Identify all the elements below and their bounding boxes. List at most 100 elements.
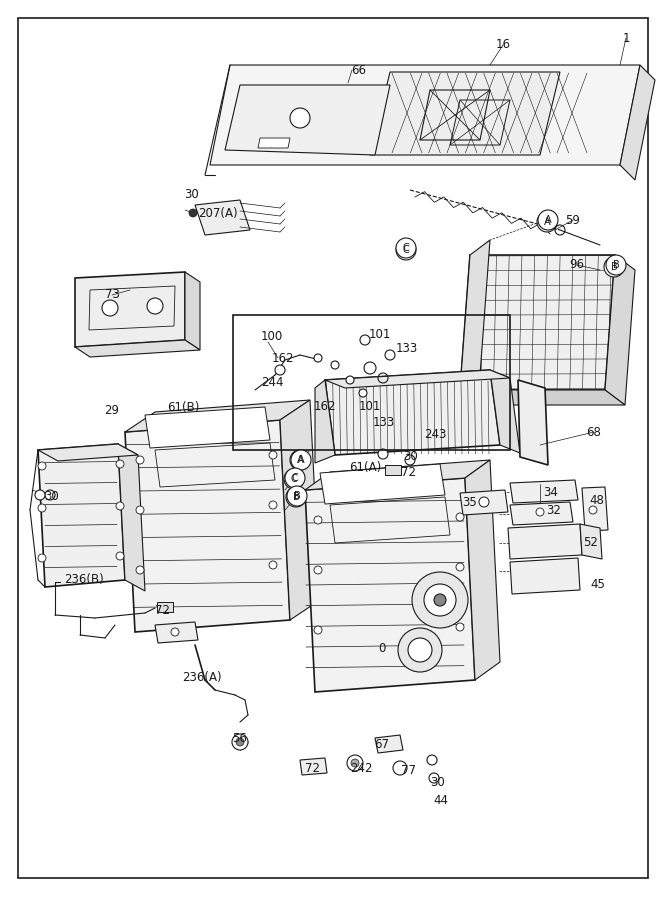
- Circle shape: [434, 594, 446, 606]
- Polygon shape: [210, 65, 640, 165]
- Circle shape: [102, 300, 118, 316]
- Text: 72: 72: [305, 761, 321, 775]
- Circle shape: [385, 350, 395, 360]
- Text: 66: 66: [352, 64, 366, 76]
- Text: 68: 68: [586, 426, 602, 438]
- Polygon shape: [325, 370, 510, 388]
- Polygon shape: [508, 524, 582, 559]
- Circle shape: [286, 487, 306, 507]
- Circle shape: [396, 240, 416, 260]
- Circle shape: [35, 490, 45, 500]
- Circle shape: [275, 365, 285, 375]
- Circle shape: [136, 456, 144, 464]
- Polygon shape: [582, 487, 608, 531]
- Text: C: C: [403, 243, 410, 253]
- Circle shape: [290, 108, 310, 128]
- Text: 48: 48: [590, 493, 604, 507]
- Circle shape: [136, 506, 144, 514]
- Text: 243: 243: [424, 428, 446, 442]
- Polygon shape: [305, 460, 490, 490]
- Polygon shape: [460, 390, 625, 405]
- Text: 207(A): 207(A): [198, 206, 238, 220]
- Circle shape: [347, 755, 363, 771]
- Polygon shape: [580, 524, 602, 559]
- Text: 236(B): 236(B): [64, 573, 104, 587]
- Text: 67: 67: [374, 739, 390, 752]
- Polygon shape: [370, 72, 560, 155]
- Polygon shape: [490, 370, 520, 453]
- Text: 73: 73: [105, 289, 119, 302]
- Text: C: C: [291, 473, 298, 483]
- Circle shape: [536, 508, 544, 516]
- Circle shape: [314, 516, 322, 524]
- Text: 32: 32: [546, 503, 562, 517]
- Text: B: B: [610, 262, 618, 272]
- Polygon shape: [145, 407, 270, 448]
- Circle shape: [351, 759, 359, 767]
- Circle shape: [398, 628, 442, 672]
- Text: 244: 244: [261, 376, 283, 390]
- Polygon shape: [38, 444, 125, 587]
- Circle shape: [269, 561, 277, 569]
- Circle shape: [604, 257, 624, 277]
- Text: 96: 96: [570, 258, 584, 272]
- Polygon shape: [258, 138, 290, 148]
- Circle shape: [589, 506, 597, 514]
- Polygon shape: [460, 240, 490, 390]
- Text: B: B: [612, 260, 620, 270]
- Text: 101: 101: [369, 328, 391, 341]
- Polygon shape: [75, 272, 185, 347]
- Circle shape: [290, 450, 310, 470]
- Circle shape: [116, 552, 124, 560]
- Circle shape: [537, 212, 557, 232]
- Polygon shape: [157, 602, 173, 612]
- Text: C: C: [291, 474, 297, 484]
- Circle shape: [314, 354, 322, 362]
- Polygon shape: [510, 558, 580, 594]
- Circle shape: [285, 468, 305, 488]
- Text: A: A: [297, 455, 303, 465]
- Circle shape: [331, 361, 339, 369]
- Circle shape: [189, 209, 197, 217]
- Text: 56: 56: [233, 732, 247, 744]
- Text: 100: 100: [261, 330, 283, 344]
- Text: 236(A): 236(A): [182, 671, 222, 685]
- Polygon shape: [460, 490, 508, 515]
- Polygon shape: [315, 380, 335, 463]
- Circle shape: [427, 755, 437, 765]
- Circle shape: [232, 734, 248, 750]
- Circle shape: [314, 566, 322, 574]
- Polygon shape: [510, 502, 573, 525]
- Text: 133: 133: [396, 341, 418, 355]
- Circle shape: [284, 469, 304, 489]
- Polygon shape: [195, 200, 250, 235]
- Circle shape: [314, 626, 322, 634]
- Circle shape: [38, 504, 46, 512]
- Circle shape: [38, 554, 46, 562]
- Polygon shape: [518, 380, 548, 465]
- Text: 34: 34: [544, 485, 558, 499]
- Circle shape: [269, 501, 277, 509]
- Circle shape: [424, 584, 456, 616]
- Polygon shape: [75, 340, 200, 357]
- Circle shape: [287, 486, 307, 506]
- Circle shape: [116, 502, 124, 510]
- Circle shape: [45, 490, 55, 500]
- Polygon shape: [125, 400, 310, 432]
- Polygon shape: [38, 444, 138, 461]
- Circle shape: [236, 738, 244, 746]
- Polygon shape: [300, 758, 327, 775]
- Text: A: A: [544, 217, 550, 227]
- Polygon shape: [325, 370, 500, 455]
- Circle shape: [136, 566, 144, 574]
- Circle shape: [405, 455, 415, 465]
- Circle shape: [359, 389, 367, 397]
- Text: 133: 133: [373, 416, 395, 428]
- Text: B: B: [293, 491, 300, 501]
- Polygon shape: [305, 478, 475, 692]
- Circle shape: [456, 623, 464, 631]
- Circle shape: [346, 376, 354, 384]
- Text: 61(A): 61(A): [349, 462, 381, 474]
- Text: 101: 101: [359, 400, 381, 413]
- Polygon shape: [225, 85, 390, 155]
